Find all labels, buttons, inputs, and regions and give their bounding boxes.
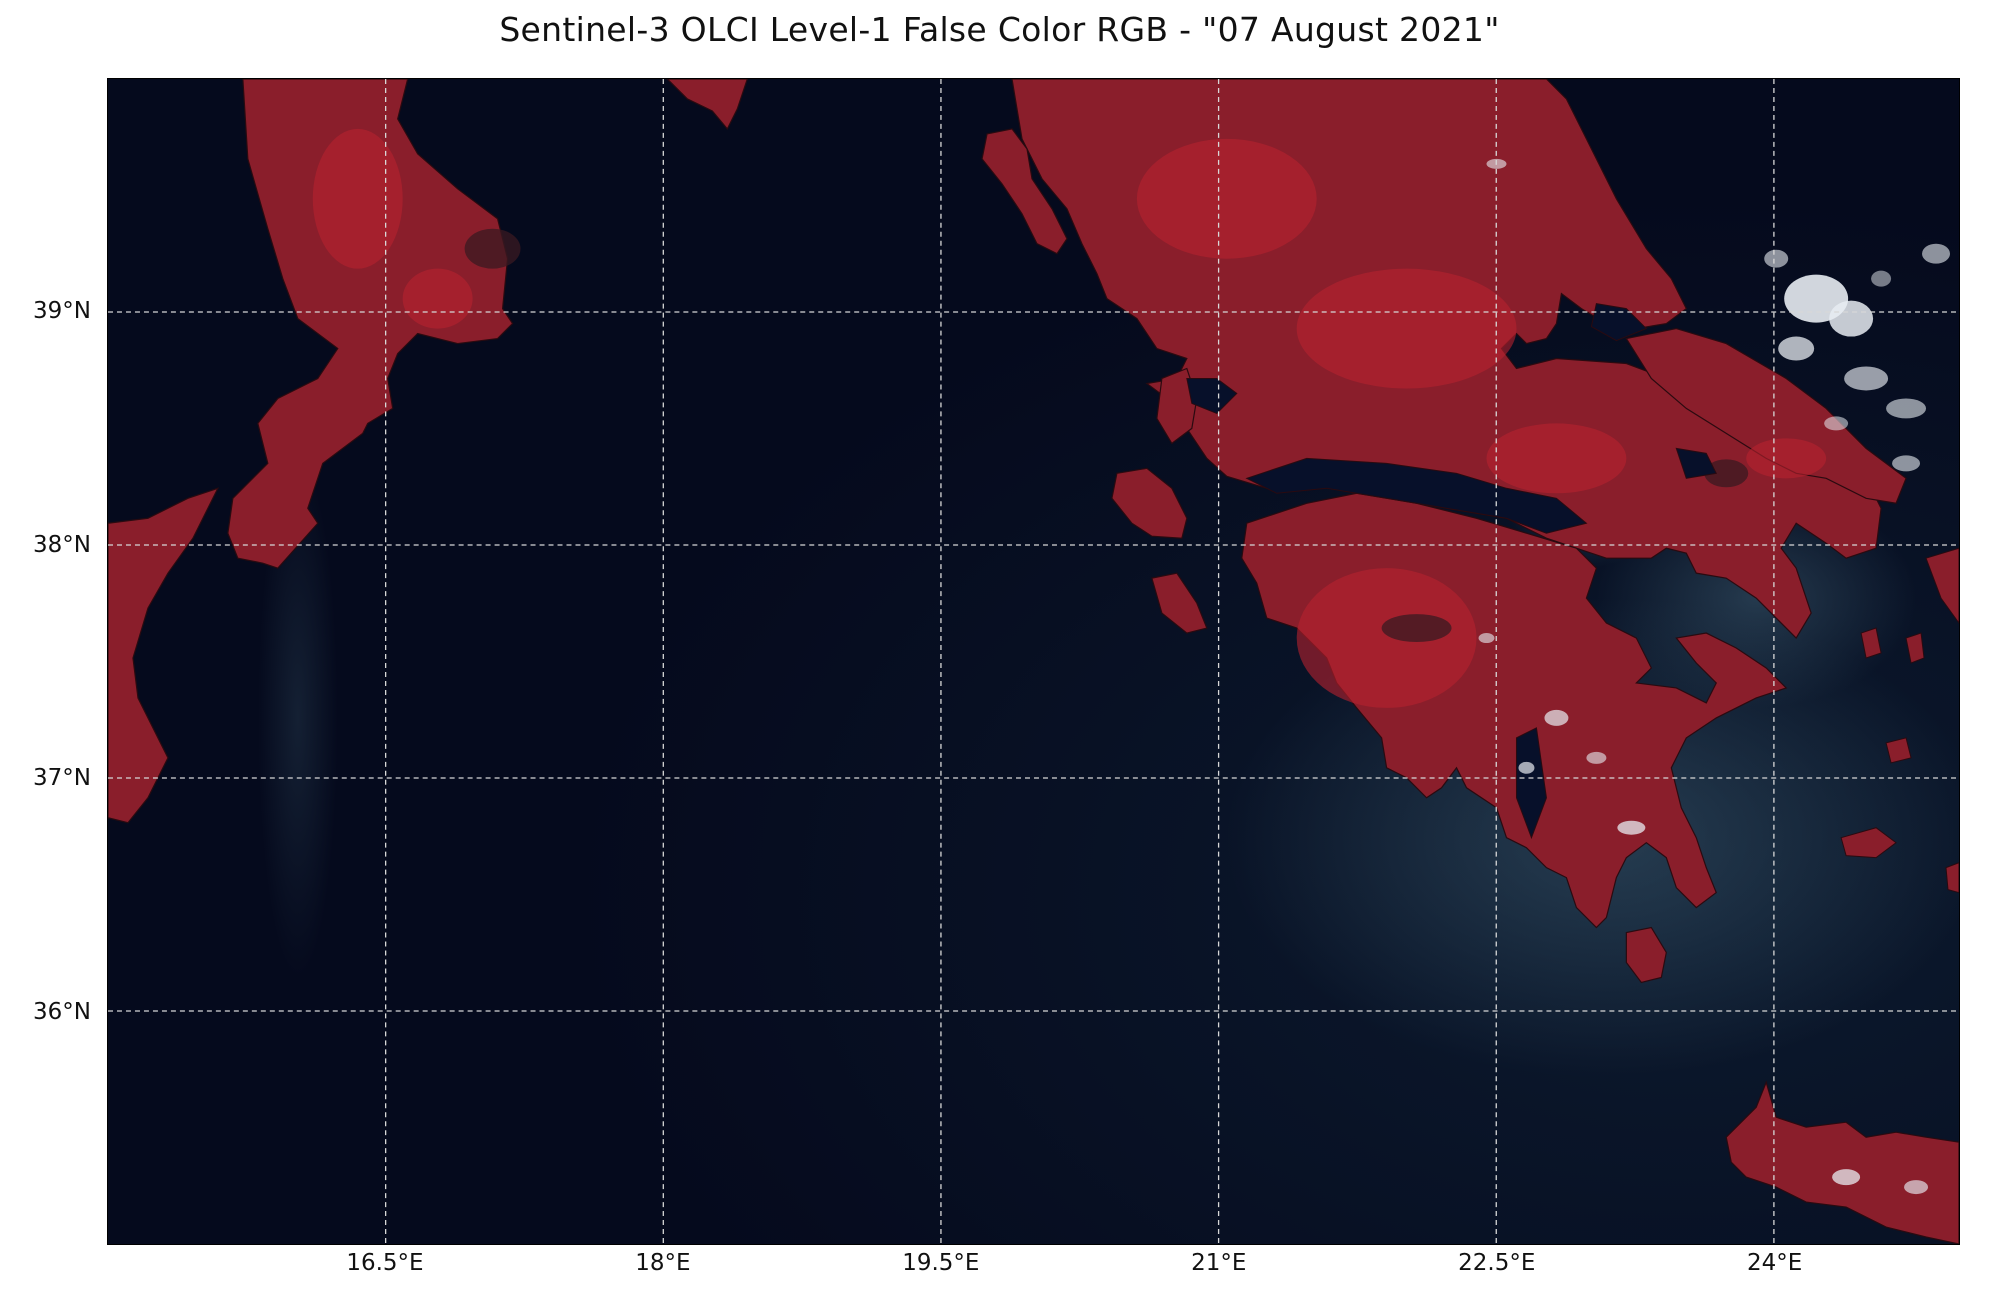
gridlines bbox=[108, 79, 1959, 1244]
land-crete bbox=[1725, 1080, 1959, 1244]
land-cyclades bbox=[1925, 547, 1959, 624]
land-lefkada bbox=[1156, 367, 1198, 445]
x-tick-label: 16.5°E bbox=[346, 1250, 424, 1276]
gulfs bbox=[1186, 303, 1718, 840]
x-tick-label: 18°E bbox=[635, 1250, 691, 1276]
land-italy-heel bbox=[666, 79, 748, 131]
land-kefalonia bbox=[1111, 467, 1188, 539]
y-tick-label: 39°N bbox=[33, 298, 91, 325]
land-sicily bbox=[108, 487, 220, 824]
land-zakynthos bbox=[1151, 572, 1208, 634]
land-kythira bbox=[1625, 926, 1667, 984]
x-tick-label: 24°E bbox=[1747, 1250, 1803, 1276]
satellite-map[interactable] bbox=[107, 78, 1960, 1245]
y-tick-label: 36°N bbox=[33, 998, 91, 1025]
vegetation-patches bbox=[312, 128, 1827, 708]
burn-scars bbox=[464, 228, 1749, 643]
y-tick-label: 37°N bbox=[33, 765, 91, 792]
y-tick-label: 38°N bbox=[33, 531, 91, 558]
x-tick-label: 19.5°E bbox=[902, 1250, 980, 1276]
land-corfu bbox=[981, 128, 1068, 255]
land-cyclades bbox=[1885, 737, 1912, 764]
map-canvas bbox=[108, 79, 1959, 1244]
land-cyclades bbox=[1945, 862, 1959, 894]
x-tick-label: 21°E bbox=[1191, 1250, 1247, 1276]
smoke-haze bbox=[257, 458, 338, 978]
land-cyclades bbox=[1905, 632, 1925, 664]
land-cyclades bbox=[1840, 827, 1897, 859]
map-title: Sentinel-3 OLCI Level-1 False Color RGB … bbox=[499, 10, 1500, 49]
clouds bbox=[1478, 158, 1951, 1195]
x-tick-label: 22.5°E bbox=[1458, 1250, 1536, 1276]
land-euboea bbox=[1625, 327, 1907, 504]
land-cyclades bbox=[1860, 627, 1882, 659]
